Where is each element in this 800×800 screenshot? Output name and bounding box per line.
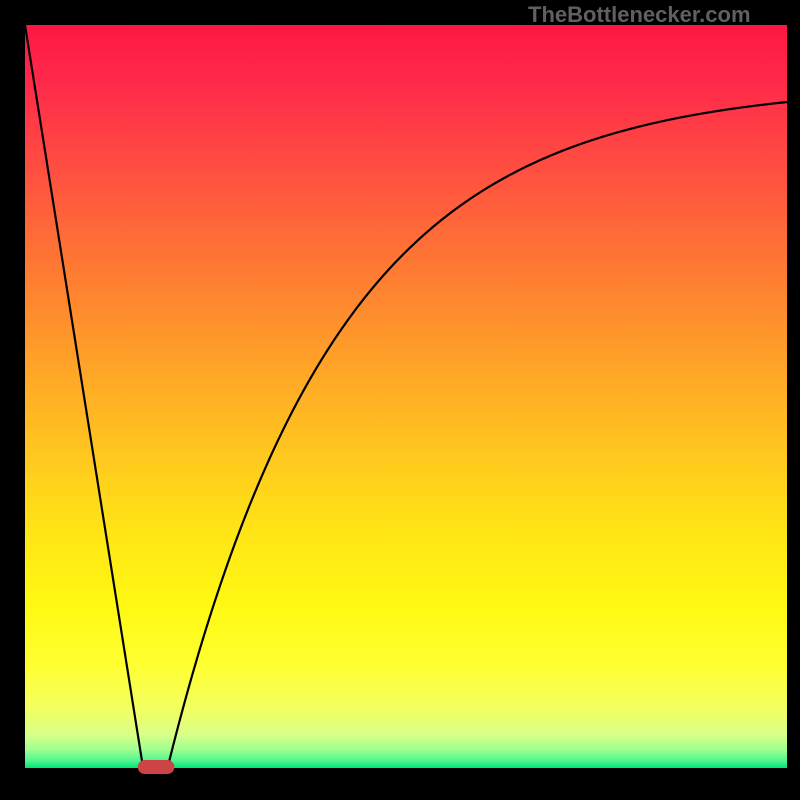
chart-svg — [0, 0, 800, 800]
watermark-text: TheBottlenecker.com — [528, 2, 751, 28]
bottleneck-chart: TheBottlenecker.com — [0, 0, 800, 800]
